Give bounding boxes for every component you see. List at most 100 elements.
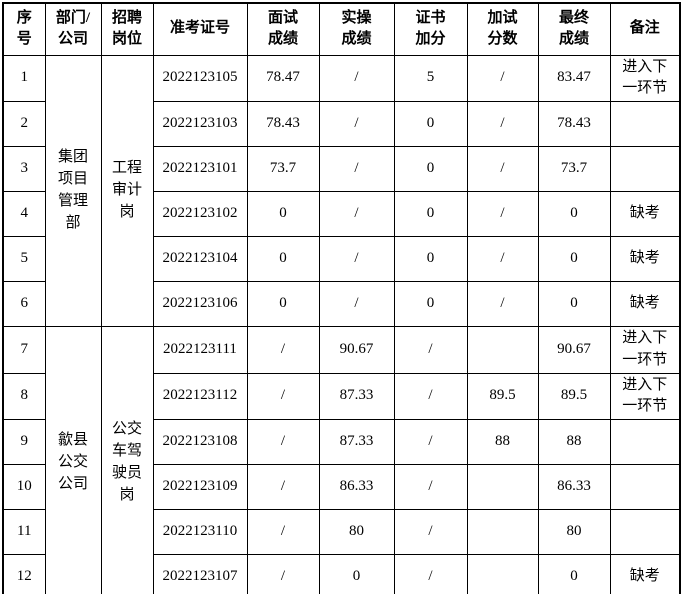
cell-remark	[609, 464, 681, 510]
cell-practical: /	[318, 54, 395, 102]
cell-no: 9	[2, 419, 46, 465]
cell-extra-score: /	[466, 191, 539, 237]
table-row: 10 2022123109 / 86.33 / 86.33	[2, 464, 681, 510]
cell-no: 1	[2, 54, 46, 102]
table-row: 7 歙县 公交 公司 公交 车驾 驶员 岗 2022123111 / 90.67…	[2, 326, 681, 594]
cell-no: 12	[2, 554, 46, 594]
cell-practical: 80	[318, 509, 395, 555]
cell-extra-score	[466, 464, 539, 510]
cell-interview: 78.43	[246, 101, 320, 147]
cell-practical: 86.33	[318, 464, 395, 510]
cell-remark: 进入下 一环节	[609, 54, 681, 102]
cell-department-group1: 集团 项目 管理 部	[44, 54, 102, 327]
cell-practical: /	[318, 191, 395, 237]
cell-extra-score: /	[466, 54, 539, 102]
cell-interview: 0	[246, 236, 320, 282]
table-row: 4 2022123102 0 / 0 / 0 缺考	[2, 191, 681, 237]
cell-no: 10	[2, 464, 46, 510]
cell-cert-bonus: /	[393, 509, 468, 555]
cell-ticket: 2022123108	[152, 419, 248, 465]
cell-practical: /	[318, 146, 395, 192]
cell-interview: 78.47	[246, 54, 320, 102]
table-row: 6 2022123106 0 / 0 / 0 缺考	[2, 281, 681, 327]
cell-interview: /	[246, 554, 320, 594]
cell-extra-score: /	[466, 101, 539, 147]
cell-extra-score	[466, 554, 539, 594]
cell-cert-bonus: 0	[393, 281, 468, 327]
cell-remark: 缺考	[609, 554, 681, 594]
cell-ticket: 2022123110	[152, 509, 248, 555]
cell-final: 90.67	[537, 326, 611, 374]
table-row: 2 2022123103 78.43 / 0 / 78.43	[2, 101, 681, 147]
cell-practical: 90.67	[318, 326, 395, 374]
cell-final: 0	[537, 281, 611, 327]
cell-remark	[609, 146, 681, 192]
header-department: 部门/ 公司	[44, 2, 102, 56]
table-row: 12 2022123107 / 0 / 0 缺考	[2, 554, 681, 594]
cell-final: 0	[537, 236, 611, 282]
cell-no: 3	[2, 146, 46, 192]
header-row: 序 号 部门/ 公司 招聘 岗位 准考证号 面试 成绩 实操 成绩 证书 加分 …	[2, 2, 681, 56]
cell-cert-bonus: /	[393, 372, 468, 420]
cell-cert-bonus: 0	[393, 236, 468, 282]
cell-final: 89.5	[537, 372, 611, 420]
cell-practical: /	[318, 101, 395, 147]
header-position: 招聘 岗位	[100, 2, 154, 56]
cell-final: 83.47	[537, 54, 611, 102]
cell-ticket: 2022123112	[152, 372, 248, 420]
header-practical-score: 实操 成绩	[318, 2, 395, 56]
table-row: 3 2022123101 73.7 / 0 / 73.7	[2, 146, 681, 192]
cell-interview: /	[246, 326, 320, 374]
cell-practical: /	[318, 281, 395, 327]
cell-cert-bonus: 0	[393, 191, 468, 237]
header-remark: 备注	[609, 2, 681, 56]
cell-no: 7	[2, 326, 46, 374]
cell-extra-score: /	[466, 281, 539, 327]
cell-remark	[609, 101, 681, 147]
cell-position-group1: 工程 审计 岗	[100, 54, 154, 327]
cell-interview: /	[246, 464, 320, 510]
cell-final: 88	[537, 419, 611, 465]
header-no: 序 号	[2, 2, 46, 56]
cell-extra-score: /	[466, 146, 539, 192]
cell-ticket: 2022123103	[152, 101, 248, 147]
cell-ticket: 2022123107	[152, 554, 248, 594]
cell-interview: /	[246, 372, 320, 420]
cell-extra-score: /	[466, 236, 539, 282]
cell-interview: 73.7	[246, 146, 320, 192]
cell-remark: 缺考	[609, 236, 681, 282]
cell-interview: 0	[246, 191, 320, 237]
cell-no: 4	[2, 191, 46, 237]
header-certificate-bonus: 证书 加分	[393, 2, 468, 56]
header-interview-score: 面试 成绩	[246, 2, 320, 56]
cell-ticket: 2022123111	[152, 326, 248, 374]
cell-interview: /	[246, 509, 320, 555]
cell-cert-bonus: /	[393, 464, 468, 510]
cell-extra-score: 89.5	[466, 372, 539, 420]
cell-cert-bonus: /	[393, 419, 468, 465]
cell-cert-bonus: /	[393, 326, 468, 374]
cell-ticket: 2022123106	[152, 281, 248, 327]
cell-no: 8	[2, 372, 46, 420]
cell-remark: 进入下 一环节	[609, 326, 681, 374]
cell-practical: 87.33	[318, 419, 395, 465]
header-ticket: 准考证号	[152, 2, 248, 56]
header-extra-test-score: 加试 分数	[466, 2, 539, 56]
cell-final: 86.33	[537, 464, 611, 510]
cell-remark	[609, 509, 681, 555]
cell-no: 5	[2, 236, 46, 282]
cell-department-group2: 歙县 公交 公司	[44, 326, 102, 594]
cell-no: 2	[2, 101, 46, 147]
cell-extra-score	[466, 326, 539, 374]
cell-interview: /	[246, 419, 320, 465]
cell-remark: 缺考	[609, 191, 681, 237]
table-row: 1 集团 项目 管理 部 工程 审计 岗 2022123105 78.47 / …	[2, 54, 681, 327]
table-row: 5 2022123104 0 / 0 / 0 缺考	[2, 236, 681, 282]
cell-remark: 进入下 一环节	[609, 372, 681, 420]
cell-cert-bonus: 0	[393, 146, 468, 192]
cell-final: 0	[537, 554, 611, 594]
cell-interview: 0	[246, 281, 320, 327]
cell-position-group2: 公交 车驾 驶员 岗	[100, 326, 154, 594]
cell-practical: /	[318, 236, 395, 282]
